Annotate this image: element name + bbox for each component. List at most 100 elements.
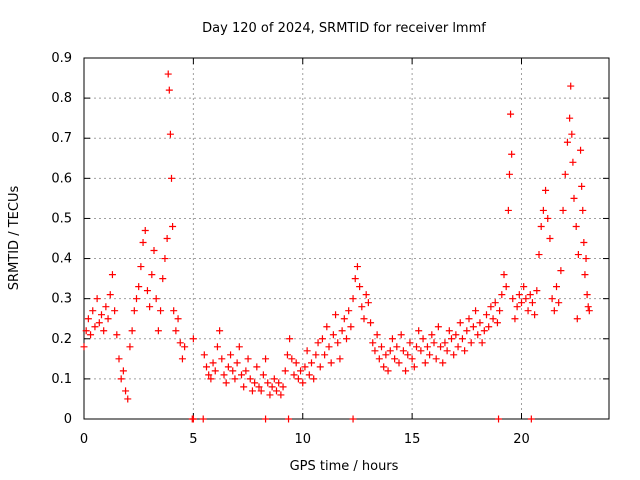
data-point (108, 271, 116, 279)
data-point (491, 299, 499, 307)
data-point (154, 327, 162, 335)
data-point (150, 247, 158, 255)
x-tick-label: 10 (294, 432, 311, 447)
data-point (539, 206, 547, 214)
data-point (111, 307, 119, 315)
data-point (288, 355, 296, 363)
data-point (262, 355, 270, 363)
data-point (432, 355, 440, 363)
data-point (135, 283, 143, 291)
data-point (321, 351, 329, 359)
data-point (498, 291, 506, 299)
data-point (399, 347, 407, 355)
data-point (415, 327, 423, 335)
data-point (268, 383, 276, 391)
data-point (358, 303, 366, 311)
data-point (213, 343, 221, 351)
data-point (382, 351, 390, 359)
data-point (157, 307, 165, 315)
data-point (487, 303, 495, 311)
data-point (332, 311, 340, 319)
data-point (395, 359, 403, 367)
data-point (200, 351, 208, 359)
data-point (478, 339, 486, 347)
data-point (203, 363, 210, 371)
data-point (563, 138, 571, 146)
data-point (561, 170, 569, 178)
data-point (312, 351, 320, 359)
data-point (402, 367, 410, 375)
data-point (336, 355, 344, 363)
data-point (406, 339, 414, 347)
data-point (439, 359, 447, 367)
data-point (340, 315, 348, 323)
data-point (458, 335, 466, 343)
data-point (461, 347, 469, 355)
data-point (445, 327, 453, 335)
data-point (334, 339, 342, 347)
data-point (419, 335, 427, 343)
data-point (380, 363, 388, 371)
data-point (122, 387, 130, 395)
data-point (231, 375, 239, 383)
data-point (102, 303, 110, 311)
data-point (106, 291, 114, 299)
data-point (584, 303, 592, 311)
data-point (220, 371, 228, 379)
data-point (426, 351, 434, 359)
data-point (233, 359, 241, 367)
data-point (496, 307, 504, 315)
data-point (176, 339, 184, 347)
data-point (502, 283, 510, 291)
data-point (128, 327, 136, 335)
data-point (169, 222, 177, 230)
data-point (504, 206, 512, 214)
data-point (391, 355, 399, 363)
data-point (404, 351, 412, 359)
data-point (375, 355, 383, 363)
plot-frame (83, 57, 610, 420)
data-points (80, 70, 593, 423)
y-tick-label: 0.7 (51, 131, 72, 146)
data-point (513, 303, 521, 311)
data-point (113, 331, 121, 339)
data-point (275, 379, 283, 387)
data-point (531, 311, 539, 319)
data-point (527, 415, 535, 423)
data-point (583, 291, 591, 299)
data-point (124, 395, 132, 403)
data-point (93, 295, 101, 303)
data-point (207, 375, 215, 383)
data-point (456, 319, 464, 327)
data-point (364, 299, 372, 307)
data-point (533, 287, 541, 295)
data-point (386, 347, 394, 355)
data-point (505, 170, 513, 178)
data-point (189, 335, 197, 343)
data-point (323, 323, 331, 331)
data-point (493, 319, 501, 327)
data-point (98, 311, 105, 319)
data-point (235, 343, 243, 351)
data-point (569, 158, 577, 166)
data-point (137, 263, 145, 271)
data-point (578, 182, 586, 190)
data-point (572, 222, 580, 230)
data-point (270, 375, 278, 383)
data-point (229, 367, 237, 375)
data-point (371, 347, 379, 355)
data-point (437, 343, 445, 351)
data-point (489, 315, 497, 323)
data-point (537, 222, 545, 230)
data-point (148, 271, 156, 279)
data-point (550, 307, 558, 315)
y-tick-label: 0 (64, 412, 72, 427)
data-point (259, 371, 267, 379)
data-point (166, 130, 174, 138)
data-point (585, 307, 593, 315)
data-point (170, 307, 178, 315)
data-point (246, 375, 254, 383)
data-point (277, 391, 285, 399)
data-point (143, 287, 151, 295)
data-point (264, 379, 272, 387)
